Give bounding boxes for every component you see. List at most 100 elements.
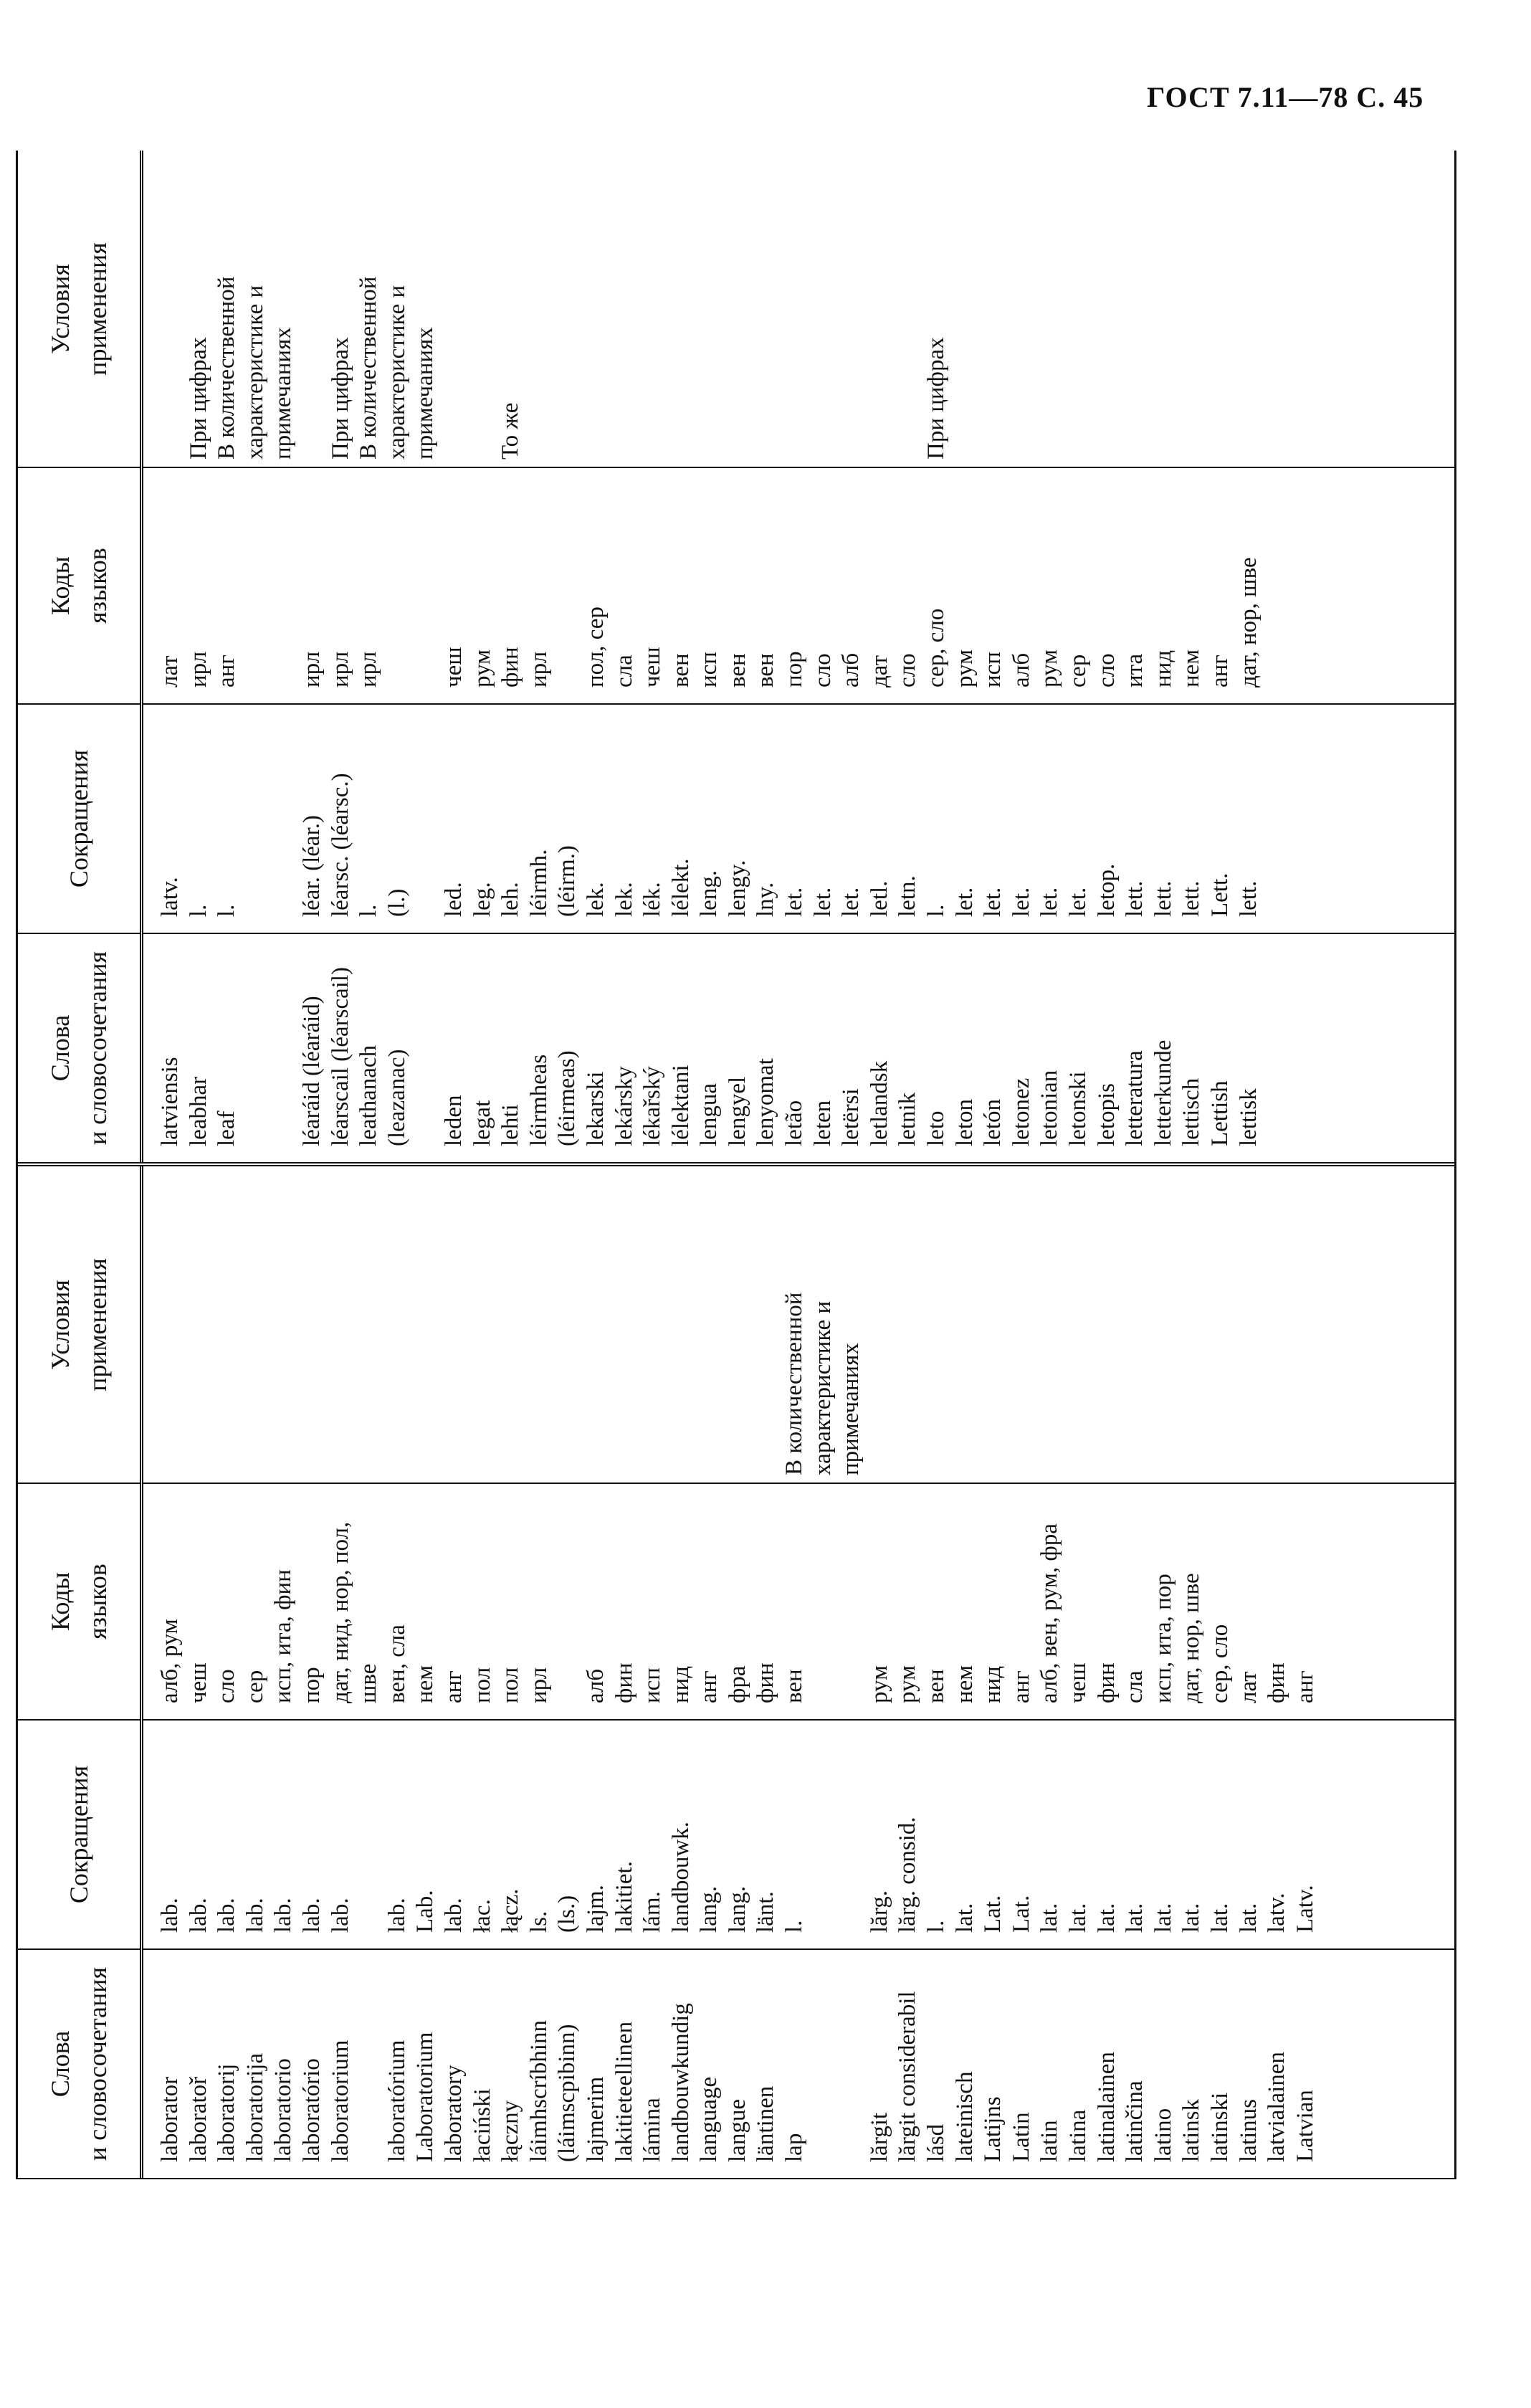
table-cell-word: [837, 1950, 866, 2178]
table-cell-codes: сер, сло: [1206, 1624, 1233, 1703]
table-cell-cond: [185, 1167, 214, 1483]
table-cell-codes: фин: [497, 647, 524, 687]
table-cell-codes: вен: [781, 1669, 808, 1703]
table-cell-codes: сло: [1093, 653, 1120, 687]
table-cell-cond: [866, 151, 895, 467]
table-cell-abbr: lek.: [582, 882, 609, 917]
table-cell-cond: [894, 1167, 922, 1483]
column-abbreviations: lab. lab. lab. lab. lab. lab. lab. lab. Lab. lab.…: [143, 1719, 1454, 1948]
table-cell-codes: сло: [214, 1669, 240, 1703]
table-cell-cond: [667, 1167, 696, 1483]
table-cell-cond: [695, 151, 724, 467]
table-cell-codes: алб, вен, рум, фра: [1036, 1523, 1063, 1703]
table-cell-codes: сло: [895, 653, 921, 687]
table-cell-word: lărgit: [866, 2112, 892, 2162]
table-cell-word: letërsi: [838, 1088, 864, 1146]
table-cell-word: lekarski: [582, 1071, 609, 1146]
table-cell-codes: дат, нид, нор, пол,: [327, 1521, 353, 1703]
table-cell-cond: [553, 1167, 582, 1483]
table-cell-word: lărgit considerabil: [895, 1991, 921, 2162]
table-cell-codes: нид: [980, 1665, 1006, 1703]
table-cell-word: laboratorija: [242, 2052, 268, 2162]
column-language-codes: алб, рум чеш сло сер исп, ита, фин пор дат, ни…: [143, 1483, 1454, 1719]
table-cell-word: lámina: [639, 2098, 666, 2162]
table-cell-cond: [866, 1167, 895, 1483]
table-cell-word: leathanach: [356, 1044, 382, 1146]
table-cell-word: lateinisch: [951, 2071, 978, 2162]
table-cell-cond: [440, 1167, 469, 1483]
table-cell-word: [809, 1950, 838, 2178]
header-words: Слова и словосочетания: [18, 933, 140, 1162]
table-cell-word: (léirmeas): [554, 1050, 581, 1146]
table-cell-abbr: [809, 1721, 838, 1948]
table-cell-abbr: léar. (léar.): [298, 815, 325, 917]
table-cell-codes: исп: [980, 652, 1006, 687]
table-cell-codes: вен: [753, 653, 779, 687]
table-cell-abbr: l.: [781, 1920, 808, 1933]
table-cell-cond: [752, 151, 781, 467]
table-cell-abbr: lat.: [1235, 1903, 1261, 1933]
table-cell-codes: фин: [611, 1662, 637, 1703]
table-cell-codes: сер: [242, 1670, 268, 1703]
table-cell-abbr: lat.: [1065, 1903, 1091, 1933]
left-table: Слова и словосочетания Сокращения Коды язы…: [18, 1166, 1454, 2178]
table-cell-cond: При цифрах: [327, 337, 353, 460]
table-cell-word: lettisch: [1178, 1077, 1205, 1146]
table-cell-word: letterkunde: [1150, 1039, 1176, 1146]
table-cell-abbr: lab.: [270, 1898, 297, 1933]
table-cell-abbr: lab.: [383, 1898, 410, 1933]
table-cell-abbr: lat.: [1206, 1903, 1233, 1933]
table-cell-cond: [156, 151, 185, 467]
header-language-codes: Коды языков: [18, 467, 140, 703]
table-cell-codes: фин: [753, 1662, 779, 1703]
table-cell-cond: примечаниях: [838, 1343, 864, 1475]
table-cell-abbr: lat.: [1036, 1903, 1063, 1933]
table-cell-cond: характеристике и: [383, 285, 410, 460]
table-body: latviensis leabhar leaf léaráid (léaráid) lé…: [143, 151, 1454, 1162]
table-cell-codes: ирл: [525, 651, 552, 687]
table-cell-codes: сла: [611, 655, 637, 687]
table-cell-cond: [1121, 1167, 1150, 1483]
table-cell-codes: исп, ита, фин: [270, 1569, 297, 1703]
table-cell-word: leabhar: [185, 1076, 211, 1146]
table-cell-word: latinsk: [1178, 2099, 1205, 2162]
table-cell-word: letopis: [1093, 1083, 1120, 1146]
table-cell-cond: примечаниях: [270, 327, 297, 460]
table-cell-abbr: letop.: [1093, 863, 1120, 917]
table-cell-word: léaráid (léaráid): [298, 996, 325, 1146]
header-abbreviations: Сокращения: [18, 1719, 140, 1948]
table-cell-codes: нем: [412, 1665, 439, 1703]
table-cell-word: latinalainen: [1093, 2052, 1120, 2162]
table-cell-word: latvialainen: [1264, 2052, 1290, 2162]
table-cell-cond: [724, 151, 753, 467]
table-cell-abbr: [270, 705, 298, 933]
table-cell-codes: [270, 468, 298, 703]
table-cell-cond: [213, 1167, 242, 1483]
table-cell-codes: алб: [1008, 652, 1034, 687]
table-cell-word: leton: [951, 1099, 978, 1146]
table-cell-word: Latvian: [1292, 2090, 1318, 2162]
header-conditions: Условия применения: [45, 1258, 112, 1391]
table-cell-cond: [639, 1167, 667, 1483]
table-cell-abbr: [355, 1721, 383, 1948]
table-cell-abbr: let.: [1065, 887, 1091, 917]
table-cell-cond: [1178, 151, 1206, 467]
table-cell-cond: [270, 1167, 298, 1483]
table-cell-abbr: let.: [781, 887, 808, 917]
table-cell-codes: анг: [214, 655, 240, 687]
table-cell-codes: чеш: [1065, 1662, 1091, 1703]
table-cell-codes: фра: [724, 1665, 750, 1703]
table-cell-word: lékařský: [639, 1066, 666, 1146]
table-cell-codes: сер: [1065, 654, 1091, 687]
table-cell-abbr: led.: [440, 882, 467, 917]
table-cell-abbr: ls.: [525, 1910, 552, 1933]
table-cell-cond: [724, 1167, 753, 1483]
table-cell-codes: [242, 468, 270, 703]
table-cell-cond: [1150, 151, 1178, 467]
table-cell-word: [355, 1950, 383, 2178]
table-cell-abbr: lajm.: [582, 1885, 609, 1933]
table-cell-codes: чеш: [639, 647, 666, 687]
table-cell-abbr: l.: [185, 904, 211, 917]
table-cell-abbr: (léirm.): [554, 845, 581, 917]
table-cell-word: landbouwkundig: [667, 2003, 694, 2162]
